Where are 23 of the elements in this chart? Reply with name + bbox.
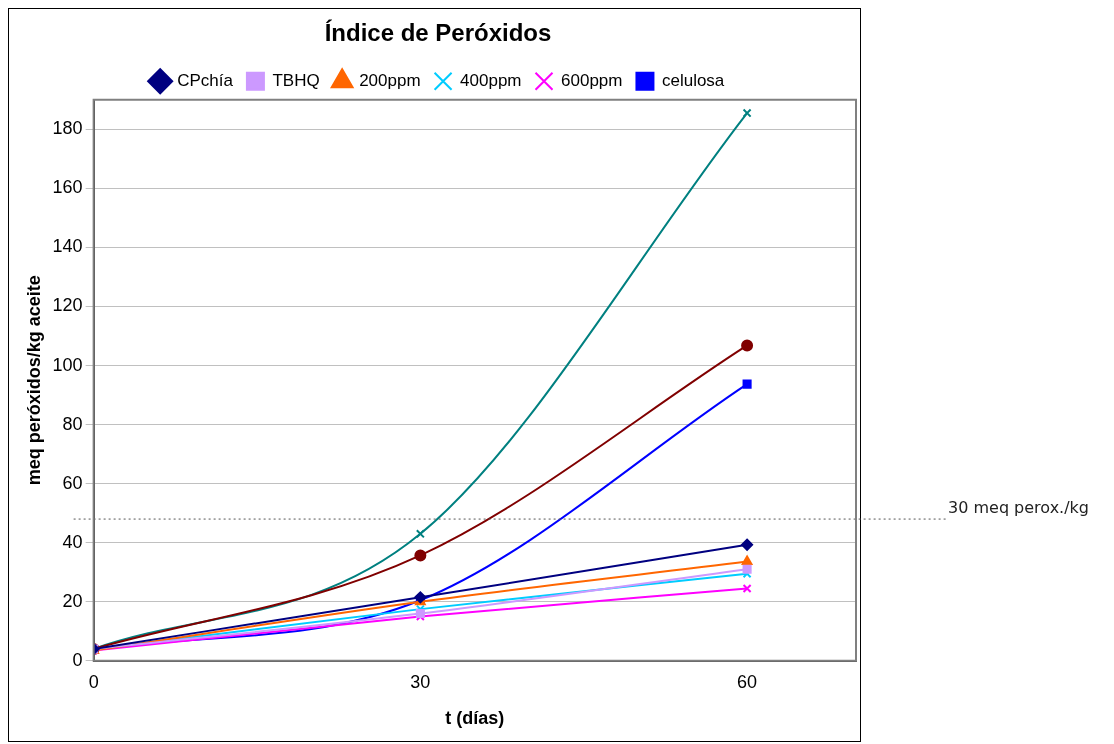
y-tick-label: 40 <box>62 531 83 552</box>
legend-label: 200ppm <box>359 70 421 90</box>
legend-label: TBHQ <box>272 70 320 90</box>
y-tick-label: 60 <box>62 472 83 493</box>
ref-line-label: 30 meq perox./kg <box>948 498 1090 518</box>
x-tick-label: 30 <box>410 671 431 692</box>
y-tick-label: 100 <box>52 354 83 375</box>
y-tick-label: 80 <box>62 413 83 434</box>
y-tick-label: 160 <box>52 177 83 198</box>
y-tick-label: 180 <box>52 118 83 139</box>
y-axis-title: meq peróxidos/kg aceite <box>23 275 44 486</box>
legend-label: 600ppm <box>561 70 623 90</box>
y-tick-label: 20 <box>62 590 83 611</box>
x-tick-label: 0 <box>88 671 99 692</box>
y-tick-label: 140 <box>52 236 83 257</box>
chart-title: Índice de Peróxidos <box>324 19 552 47</box>
legend-label: CPchía <box>177 70 234 90</box>
x-axis-title: t (días) <box>445 708 505 729</box>
legend-label: 400ppm <box>460 70 522 90</box>
y-tick-label: 0 <box>72 649 83 670</box>
y-tick-label: 120 <box>52 295 83 316</box>
legend-label: celulosa <box>661 70 725 90</box>
x-tick-label: 60 <box>737 671 758 692</box>
